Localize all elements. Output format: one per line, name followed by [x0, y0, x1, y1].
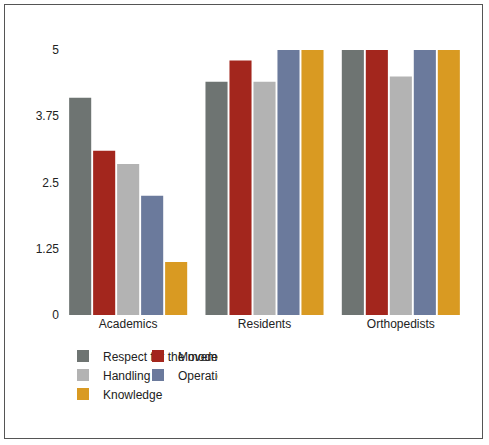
svg-text:0: 0 [52, 308, 59, 322]
svg-text:3.75: 3.75 [36, 109, 60, 123]
svg-text:Academics: Academics [99, 317, 158, 331]
svg-text:Knowledge: Knowledge [103, 388, 163, 402]
svg-text:Handling: Handling [103, 369, 150, 383]
svg-text:Orthopedists: Orthopedists [367, 317, 435, 331]
svg-text:Movement time: Movement time [178, 350, 218, 364]
svg-text:Operation flow: Operation flow [178, 369, 218, 383]
svg-text:1.25: 1.25 [36, 242, 60, 256]
svg-text:5: 5 [52, 43, 59, 57]
svg-text:2.5: 2.5 [42, 176, 59, 190]
svg-text:Residents: Residents [238, 317, 291, 331]
